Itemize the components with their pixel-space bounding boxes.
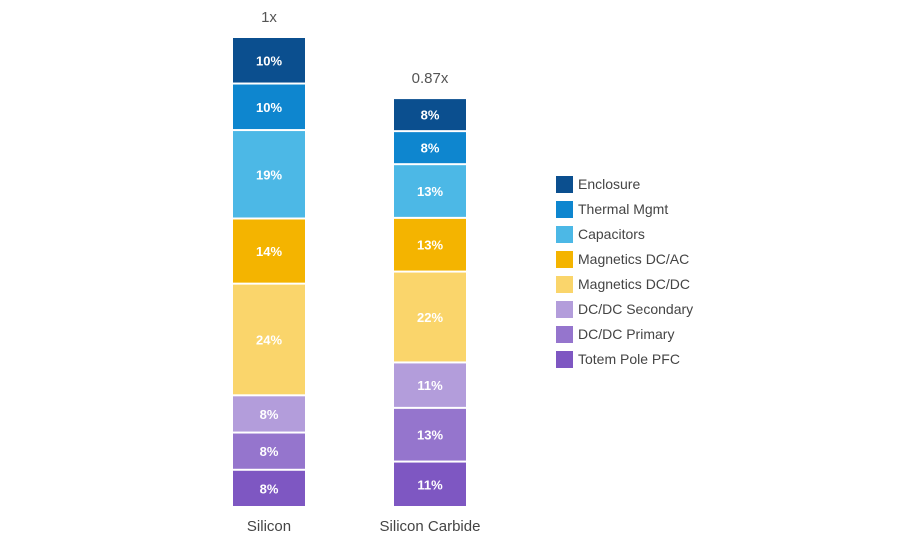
segment-label-silicon-enclosure: 10% [256,53,282,68]
legend: Enclosure Thermal Mgmt Capacitors Magnetics… [556,176,693,368]
legend-label-magnetics-dc-ac: Magnetics DC/AC [578,251,689,267]
segment-label-silicon-carbide-totem-pole-pfc: 11% [417,477,443,492]
legend-swatch-thermal-mgmt [556,201,573,218]
total-label-silicon-carbide: 0.87x [412,70,449,87]
bar-segment-silicon-carbide-magnetics-dc-ac [394,218,466,271]
bar-segment-silicon-carbide-thermal-mgmt [394,132,466,164]
total-label-silicon: 1x [261,9,277,26]
bar-segment-silicon-thermal-mgmt [233,84,305,130]
segment-label-silicon-totem-pole-pfc: 8% [260,481,279,496]
legend-label-totem-pole-pfc: Totem Pole PFC [578,351,680,367]
legend-label-dc-dc-primary: DC/DC Primary [578,326,674,342]
legend-swatch-magnetics-dc-dc [556,276,573,293]
segment-label-silicon-carbide-magnetics-dc-dc: 22% [417,310,443,325]
legend-label-enclosure: Enclosure [578,176,640,192]
bar-segment-silicon-dc-dc-primary [233,433,305,469]
legend-label-magnetics-dc-dc: Magnetics DC/DC [578,276,690,292]
bar-segment-silicon-magnetics-dc-dc [233,284,305,395]
segment-label-silicon-carbide-capacitors: 13% [417,184,443,199]
bar-segment-silicon-magnetics-dc-ac [233,219,305,283]
bar-segment-silicon-carbide-dc-dc-primary [394,408,466,461]
segment-label-silicon-capacitors: 19% [256,167,282,182]
bar-segment-silicon-capacitors [233,131,305,218]
bar-segment-silicon-totem-pole-pfc [233,470,305,506]
legend-swatch-magnetics-dc-ac [556,251,573,268]
bar-segment-silicon-dc-dc-secondary [233,396,305,432]
bar-segment-silicon-carbide-capacitors [394,165,466,217]
category-label-silicon: Silicon [247,518,291,535]
legend-swatch-capacitors [556,226,573,243]
segment-label-silicon-carbide-dc-dc-secondary: 11% [417,378,443,393]
bar-segment-silicon-enclosure [233,38,305,83]
segment-label-silicon-carbide-enclosure: 8% [421,108,440,123]
bar-segment-silicon-carbide-enclosure [394,99,466,131]
legend-label-capacitors: Capacitors [578,226,645,242]
segment-label-silicon-magnetics-dc-dc: 24% [256,332,282,347]
legend-label-dc-dc-secondary: DC/DC Secondary [578,301,693,317]
segment-label-silicon-magnetics-dc-ac: 14% [256,244,282,259]
legend-swatch-dc-dc-secondary [556,301,573,318]
bars-group: 8% 8% 8% 24% 14% 19% 10% 10% 1x Silicon 11% 13% 11% 2… [233,9,480,535]
legend-swatch-dc-dc-primary [556,326,573,343]
segment-label-silicon-carbide-dc-dc-primary: 13% [417,428,443,443]
legend-swatch-enclosure [556,176,573,193]
category-label-silicon-carbide: Silicon Carbide [380,518,481,535]
segment-label-silicon-dc-dc-primary: 8% [260,444,279,459]
bar-segment-silicon-carbide-totem-pole-pfc [394,462,466,506]
bar-segment-silicon-carbide-dc-dc-secondary [394,363,466,407]
legend-label-thermal-mgmt: Thermal Mgmt [578,201,668,217]
segment-label-silicon-dc-dc-secondary: 8% [260,407,279,422]
legend-swatch-totem-pole-pfc [556,351,573,368]
segment-label-silicon-carbide-thermal-mgmt: 8% [421,141,440,156]
bar-segment-silicon-carbide-magnetics-dc-dc [394,272,466,362]
segment-label-silicon-carbide-magnetics-dc-ac: 13% [417,238,443,253]
segment-label-silicon-thermal-mgmt: 10% [256,100,282,115]
